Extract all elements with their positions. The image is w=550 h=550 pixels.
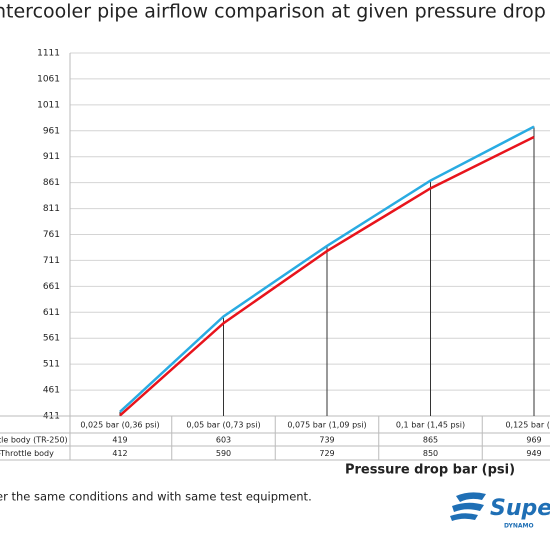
table-value: 969	[526, 436, 541, 445]
table-value: 865	[423, 436, 438, 445]
y-tick-label: 561	[43, 334, 60, 344]
y-tick-label: 611	[43, 308, 60, 318]
logo-text: Super	[490, 496, 550, 521]
x-tick-label: 0,05 bar (0,73 psi)	[186, 421, 260, 430]
y-tick-label: 761	[43, 230, 60, 240]
table-value: 729	[319, 449, 334, 458]
series-line	[119, 135, 535, 417]
logo-subtext: DYNAMO	[504, 523, 534, 530]
y-tick-label: 1111	[37, 49, 60, 59]
footnote: er the same conditions and with same tes…	[0, 490, 312, 504]
y-tick-label: 1061	[37, 74, 60, 84]
chart-title: ntercooler pipe airflow comparison at gi…	[0, 1, 546, 23]
legend-label: tle body (TR-250)	[0, 436, 68, 445]
table-value: 419	[112, 436, 127, 445]
y-tick-label: 1011	[37, 100, 60, 110]
table-value: 739	[319, 436, 334, 445]
table-value: 850	[423, 449, 438, 458]
table-value: 603	[216, 436, 231, 445]
x-tick-label: 0,025 bar (0,36 psi)	[80, 421, 159, 430]
y-tick-label: 811	[43, 204, 60, 214]
x-tick-label: 0,125 bar (1,8	[505, 421, 550, 430]
y-tick-label: 711	[43, 256, 60, 266]
logo: Super DYNAMO	[450, 492, 550, 530]
y-tick-label: 911	[43, 152, 60, 162]
x-tick-label: 0,075 bar (1,09 psi)	[287, 421, 366, 430]
y-tick-label: 861	[43, 178, 60, 188]
x-tick-label: 0,1 bar (1,45 psi)	[396, 421, 465, 430]
y-tick-label: 961	[43, 126, 60, 136]
logo-mark	[450, 492, 486, 521]
table-value: 949	[526, 449, 541, 458]
y-tick-label: 511	[43, 360, 60, 370]
x-axis-label: Pressure drop bar (psi)	[345, 463, 515, 478]
legend-label: -Throttle body	[0, 449, 54, 458]
series-line	[119, 125, 535, 413]
y-tick-label: 461	[43, 386, 60, 396]
table-value: 590	[216, 449, 231, 458]
y-tick-label: 661	[43, 282, 60, 292]
table-value: 412	[112, 449, 127, 458]
